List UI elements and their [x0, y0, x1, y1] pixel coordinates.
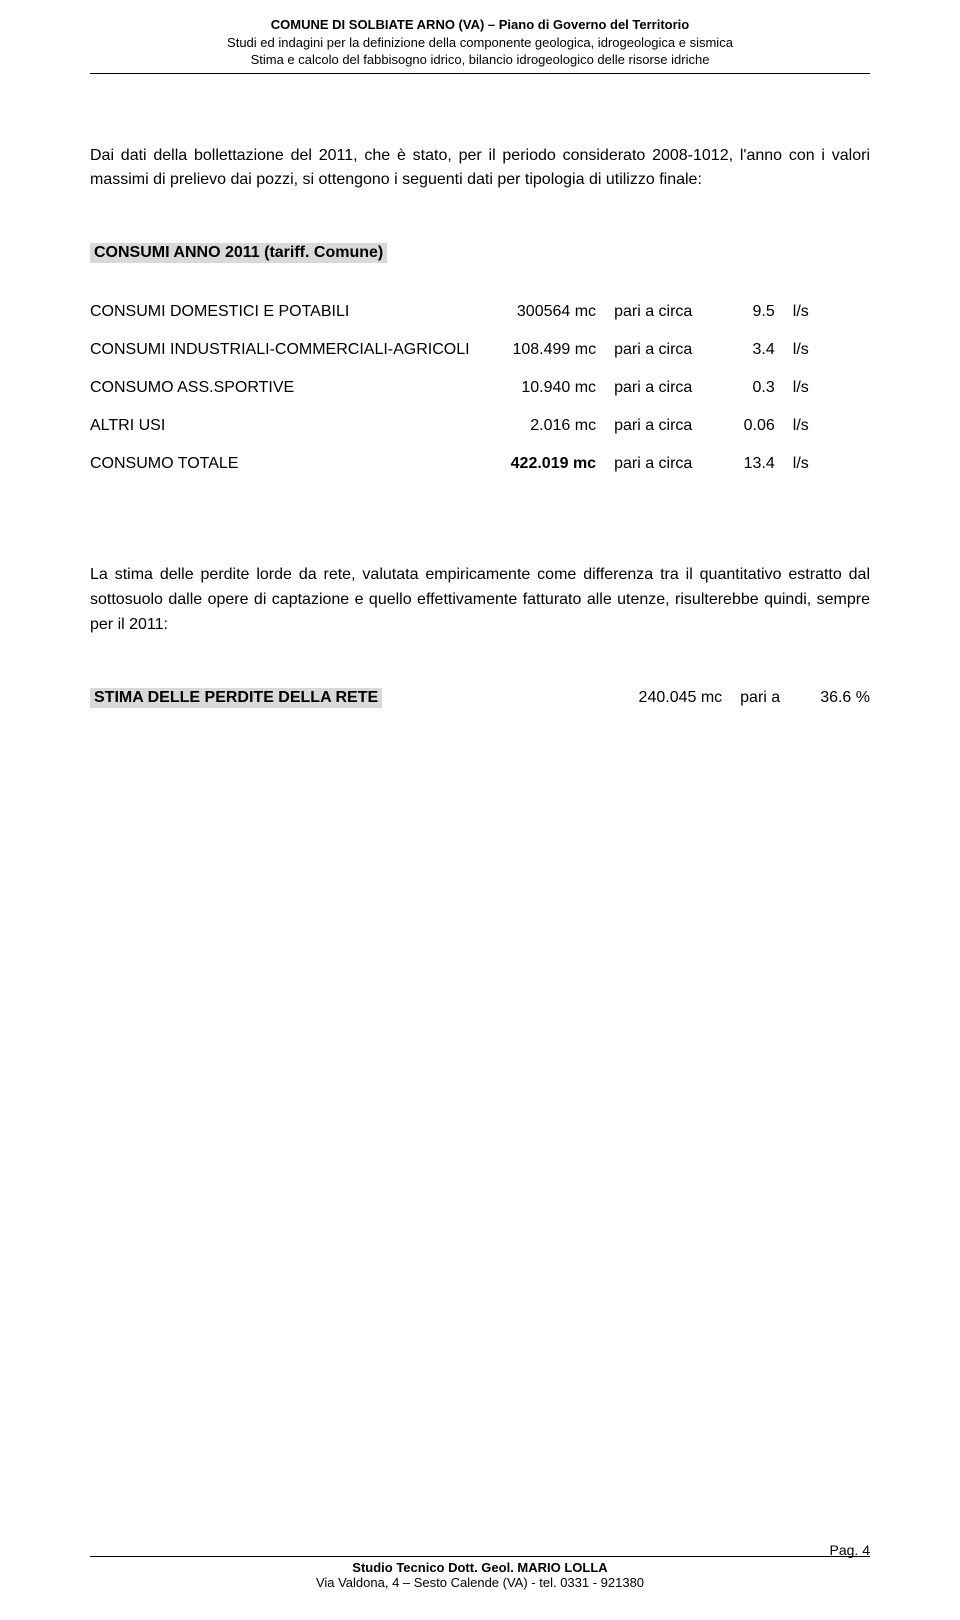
row-num: 0.3 [731, 369, 793, 407]
row-label: CONSUMI DOMESTICI E POTABILI [90, 293, 511, 331]
table-total-row: CONSUMO TOTALE 422.019 mc pari a circa 1… [90, 445, 870, 483]
row-unit: l/s [793, 293, 870, 331]
total-value: 422.019 mc [511, 445, 614, 483]
consumi-table: CONSUMI DOMESTICI E POTABILI 300564 mc p… [90, 293, 870, 483]
document-header: COMUNE DI SOLBIATE ARNO (VA) – Piano di … [90, 16, 870, 69]
total-label: CONSUMO TOTALE [90, 445, 511, 483]
stima-title: STIMA DELLE PERDITE DELLA RETE [90, 688, 382, 708]
footer-line-2: Via Valdona, 4 – Sesto Calende (VA) - te… [90, 1575, 870, 1590]
total-num: 13.4 [731, 445, 793, 483]
stima-percent: 36.6 % [820, 689, 870, 707]
row-unit: l/s [793, 407, 870, 445]
table-row: ALTRI USI 2.016 mc pari a circa 0.06 l/s [90, 407, 870, 445]
row-pari: pari a circa [614, 407, 731, 445]
footer-line-1: Studio Tecnico Dott. Geol. MARIO LOLLA [90, 1560, 870, 1575]
row-value: 10.940 mc [511, 369, 614, 407]
row-pari: pari a circa [614, 369, 731, 407]
row-num: 9.5 [731, 293, 793, 331]
paragraph-perdite: La stima delle perdite lorde da rete, va… [90, 563, 870, 637]
total-pari: pari a circa [614, 445, 731, 483]
document-footer: Studio Tecnico Dott. Geol. MARIO LOLLA V… [90, 1556, 870, 1590]
table-row: CONSUMI INDUSTRIALI-COMMERCIALI-AGRICOLI… [90, 331, 870, 369]
stima-row: STIMA DELLE PERDITE DELLA RETE 240.045 m… [90, 688, 870, 708]
stima-value: 240.045 mc [639, 689, 741, 707]
header-line-3: Stima e calcolo del fabbisogno idrico, b… [90, 51, 870, 69]
header-line-1: COMUNE DI SOLBIATE ARNO (VA) – Piano di … [90, 16, 870, 34]
footer-divider [90, 1556, 870, 1557]
row-value: 300564 mc [511, 293, 614, 331]
row-num: 3.4 [731, 331, 793, 369]
row-label: CONSUMI INDUSTRIALI-COMMERCIALI-AGRICOLI [90, 331, 511, 369]
section-consumi-title: CONSUMI ANNO 2011 (tariff. Comune) [90, 243, 387, 263]
row-value: 108.499 mc [511, 331, 614, 369]
intro-paragraph: Dai dati della bollettazione del 2011, c… [90, 144, 870, 194]
row-num: 0.06 [731, 407, 793, 445]
row-unit: l/s [793, 369, 870, 407]
header-divider [90, 73, 870, 74]
row-label: ALTRI USI [90, 407, 511, 445]
row-value: 2.016 mc [511, 407, 614, 445]
row-unit: l/s [793, 331, 870, 369]
row-pari: pari a circa [614, 293, 731, 331]
row-label: CONSUMO ASS.SPORTIVE [90, 369, 511, 407]
stima-pari: pari a [740, 689, 820, 707]
table-row: CONSUMO ASS.SPORTIVE 10.940 mc pari a ci… [90, 369, 870, 407]
header-line-2: Studi ed indagini per la definizione del… [90, 34, 870, 52]
row-pari: pari a circa [614, 331, 731, 369]
total-unit: l/s [793, 445, 870, 483]
table-row: CONSUMI DOMESTICI E POTABILI 300564 mc p… [90, 293, 870, 331]
